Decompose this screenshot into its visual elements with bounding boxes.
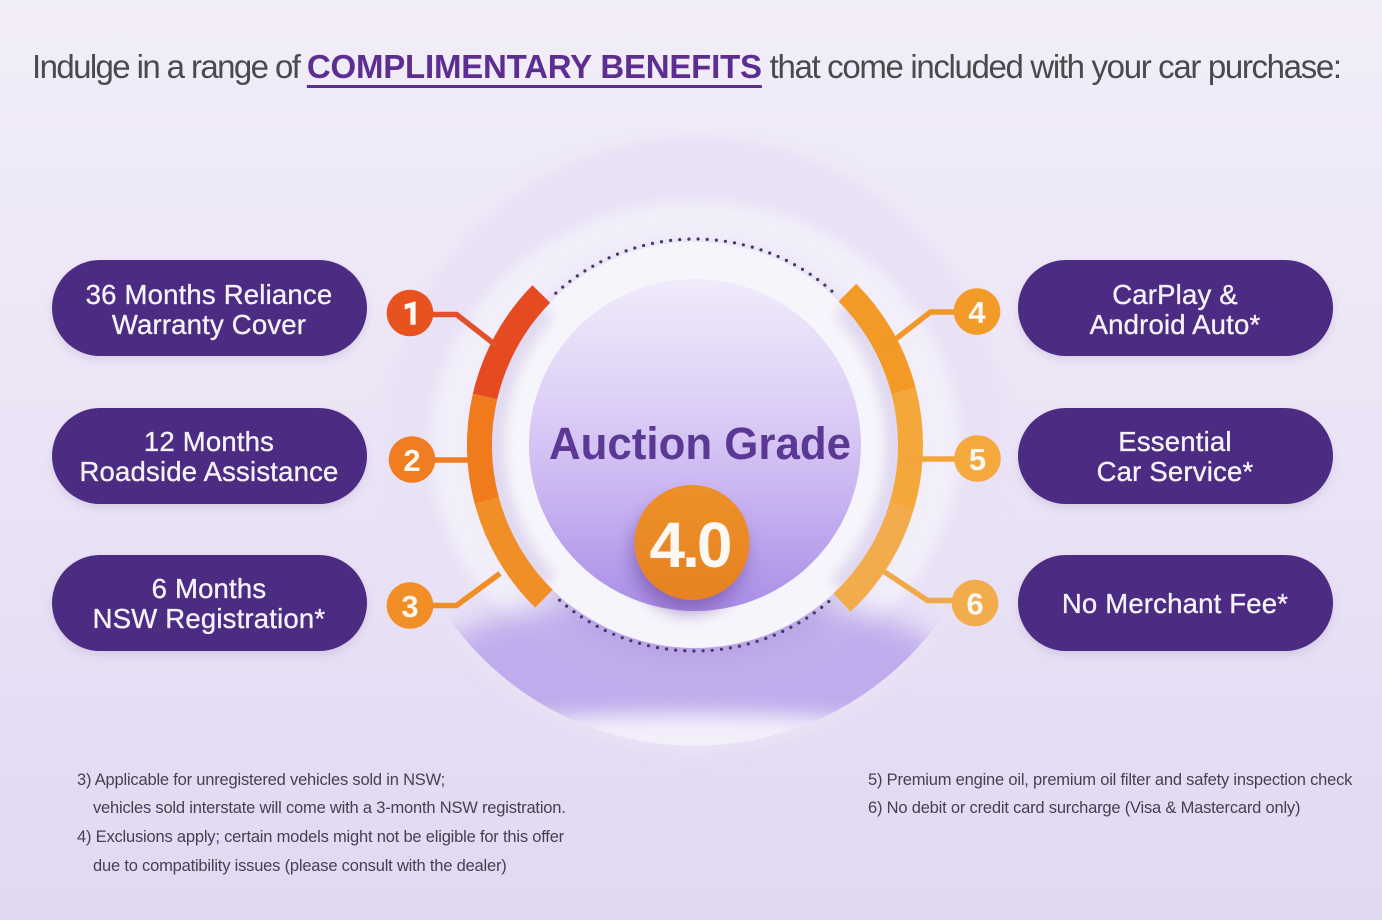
svg-text:Auction Grade: Auction Grade: [549, 418, 851, 469]
svg-text:5: 5: [969, 442, 986, 477]
svg-text:4.0: 4.0: [650, 509, 730, 581]
svg-text:4: 4: [968, 295, 986, 330]
svg-text:6: 6: [966, 587, 983, 622]
svg-text:3: 3: [401, 589, 418, 624]
svg-text:2: 2: [403, 443, 420, 478]
